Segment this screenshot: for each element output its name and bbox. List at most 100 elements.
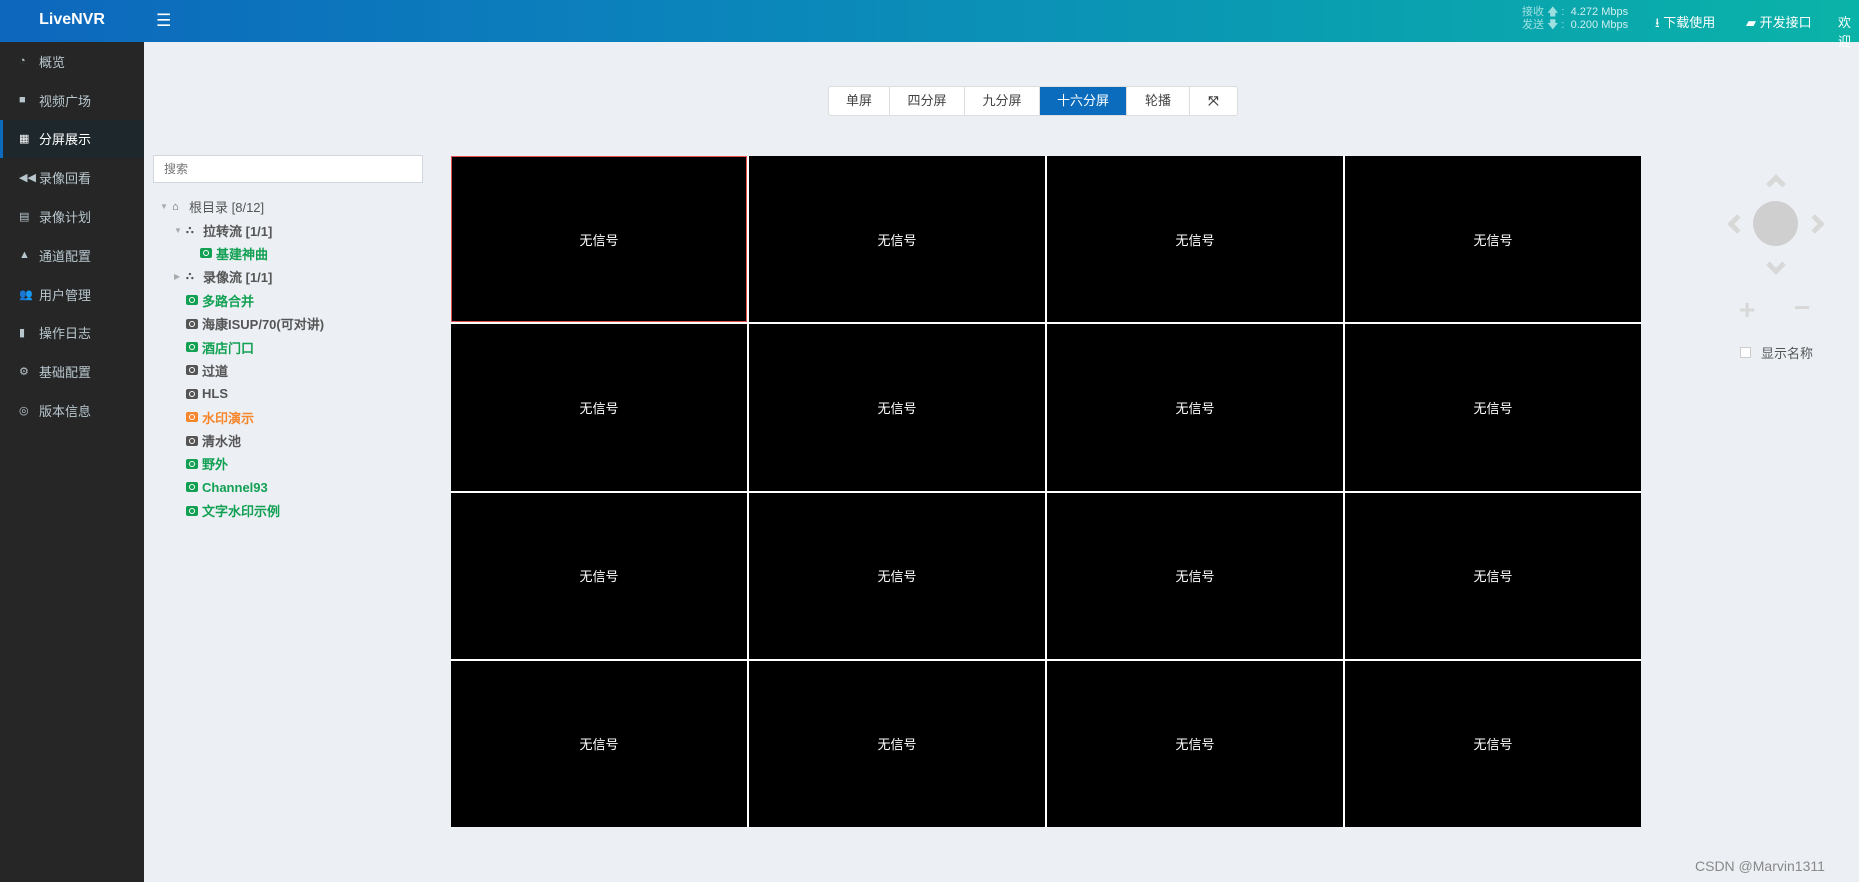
dashboard-icon: ◔ [19, 55, 26, 68]
sidebar-item-0[interactable]: ◔ 概览 [0, 42, 144, 81]
no-signal-label: 无信号 [579, 569, 619, 585]
sidebar-item-label: 概览 [39, 54, 66, 70]
caret-down-icon[interactable]: ▼ [174, 225, 182, 235]
tree-node[interactable]: 文字水印示例 [160, 499, 324, 522]
show-names-checkbox[interactable]: 显示名称 [1740, 343, 1813, 362]
tree-node[interactable]: 野外 [160, 452, 324, 475]
zoom-out-icon[interactable]: − [1794, 292, 1811, 323]
road-icon: ▲ [19, 249, 30, 262]
video-cell[interactable]: 无信号 [749, 324, 1045, 491]
logo[interactable]: LiveNVR [39, 11, 105, 28]
ptz-right-icon[interactable] [1805, 214, 1825, 234]
tree-node-label: 多路合并 [202, 293, 255, 309]
sidebar-item-6[interactable]: 👥 用户管理 [0, 275, 144, 314]
sidebar-item-label: 基础配置 [39, 365, 92, 381]
sidebar-item-label: 用户管理 [39, 287, 92, 303]
tree-node-label: 清水池 [202, 434, 242, 450]
tree-node[interactable]: 基建神曲 [160, 242, 324, 265]
show-names-label: 显示名称 [1761, 346, 1814, 361]
caret-down-icon[interactable]: ▼ [160, 202, 168, 212]
sidebar-item-2[interactable]: ▦ 分屏展示 [0, 119, 144, 159]
camera-icon [186, 412, 198, 423]
tree-node[interactable]: 清水池 [160, 429, 324, 452]
api-link[interactable]: ▰ 开发接口 [1746, 12, 1812, 31]
sidebar-item-1[interactable]: ■ 视频广场 [0, 81, 144, 120]
no-signal-label: 无信号 [579, 232, 619, 248]
ptz-up-icon[interactable] [1766, 174, 1786, 194]
video-cell[interactable]: 无信号 [1047, 156, 1343, 323]
no-signal-label: 无信号 [1473, 569, 1513, 585]
layout-button-4[interactable]: 轮播 [1127, 87, 1190, 115]
video-cell[interactable]: 无信号 [1345, 492, 1641, 659]
layout-button-0[interactable]: 单屏 [829, 87, 890, 115]
video-cell[interactable]: 无信号 [749, 492, 1045, 659]
tree-node[interactable]: 海康ISUP/70(可对讲) [160, 312, 324, 335]
video-cell[interactable]: 无信号 [451, 492, 747, 659]
no-signal-label: 无信号 [1473, 400, 1513, 416]
layout-button-2[interactable]: 九分屏 [965, 87, 1040, 115]
video-cell[interactable]: 无信号 [451, 660, 747, 827]
backward-icon: ◀◀ [19, 172, 36, 185]
camera-icon [186, 342, 198, 353]
caret-right-icon[interactable]: ▶ [174, 272, 181, 282]
tree-node[interactable]: ▼ ⛬ 拉转流 [1/1] [160, 218, 324, 241]
tree-node[interactable]: HLS [160, 382, 324, 405]
camera-icon [186, 318, 198, 329]
video-cell[interactable]: 无信号 [749, 660, 1045, 827]
video-cell[interactable]: 无信号 [451, 324, 747, 491]
sidebar-item-5[interactable]: ▲ 通道配置 [0, 236, 144, 275]
layout-button-1[interactable]: 四分屏 [890, 87, 965, 115]
tree-node[interactable]: Channel93 [160, 476, 324, 499]
sidebar-item-8[interactable]: ⚙ 基础配置 [0, 352, 144, 391]
sidebar-item-7[interactable]: ▮ 操作日志 [0, 314, 144, 353]
video-cell[interactable]: 无信号 [451, 156, 747, 323]
tree-node[interactable]: 酒店门口 [160, 335, 324, 358]
tree-node[interactable]: ▼ ⌂ 根目录 [8/12] [160, 195, 324, 218]
video-cell[interactable]: 无信号 [1047, 324, 1343, 491]
zoom-in-icon[interactable]: + [1739, 294, 1756, 325]
fullscreen-button[interactable]: ⤧ [1190, 87, 1237, 115]
camera-icon [186, 365, 198, 376]
layout-button-3[interactable]: 十六分屏 [1040, 87, 1127, 115]
sidebar-item-label: 通道配置 [39, 248, 92, 264]
video-cell[interactable]: 无信号 [1345, 660, 1641, 827]
ptz-left-icon[interactable] [1727, 214, 1747, 234]
users-icon: 👥 [19, 288, 33, 301]
tree-node[interactable]: 水印演示 [160, 406, 324, 429]
recv-rate: 4.272 Mbps [1570, 6, 1629, 18]
search-input[interactable] [153, 155, 423, 183]
checkbox-box[interactable] [1740, 347, 1751, 358]
home-icon: ⌂ [172, 200, 179, 213]
file-icon: ▮ [19, 327, 26, 340]
download-link[interactable]: ⭳ 下载使用 [1655, 12, 1715, 36]
video-cell[interactable]: 无信号 [1047, 492, 1343, 659]
sidebar-item-4[interactable]: ▤ 录像计划 [0, 197, 144, 236]
sidebar-item-9[interactable]: ◎ 版本信息 [0, 391, 144, 430]
sidebar-item-label: 分屏展示 [39, 132, 92, 148]
video-cell[interactable]: 无信号 [1345, 156, 1641, 323]
ptz-center-button[interactable] [1753, 201, 1798, 246]
no-signal-label: 无信号 [1175, 737, 1215, 753]
no-signal-label: 无信号 [877, 232, 917, 248]
recv-label: 接收 [1522, 6, 1544, 18]
sitemap-icon: ⛬ [186, 270, 194, 283]
video-cell[interactable]: 无信号 [1345, 324, 1641, 491]
tree-node[interactable]: 多路合并 [160, 289, 324, 312]
gears-icon: ⚙ [19, 366, 29, 379]
ptz-down-icon[interactable] [1766, 255, 1786, 275]
watermark: CSDN @Marvin1311 [1695, 858, 1825, 874]
video-cell[interactable]: 无信号 [749, 156, 1045, 323]
tree-node[interactable]: 过道 [160, 359, 324, 382]
tree-node-label: 录像流 [1/1] [203, 270, 273, 286]
sidebar-item-3[interactable]: ◀◀ 录像回看 [0, 158, 144, 197]
welcome-user[interactable]: 欢迎 [1838, 15, 1852, 49]
no-signal-label: 无信号 [1473, 737, 1513, 753]
tree-node-label: 基建神曲 [216, 246, 269, 262]
tree-node[interactable]: ▶ ⛬ 录像流 [1/1] [160, 265, 324, 288]
sidebar-item-label: 录像回看 [39, 171, 92, 187]
lifebuoy-icon: ◎ [19, 405, 29, 418]
menu-toggle-icon[interactable]: ☰ [156, 11, 172, 30]
no-signal-label: 无信号 [877, 569, 917, 585]
video-cell[interactable]: 无信号 [1047, 660, 1343, 827]
camera-icon [186, 482, 198, 493]
